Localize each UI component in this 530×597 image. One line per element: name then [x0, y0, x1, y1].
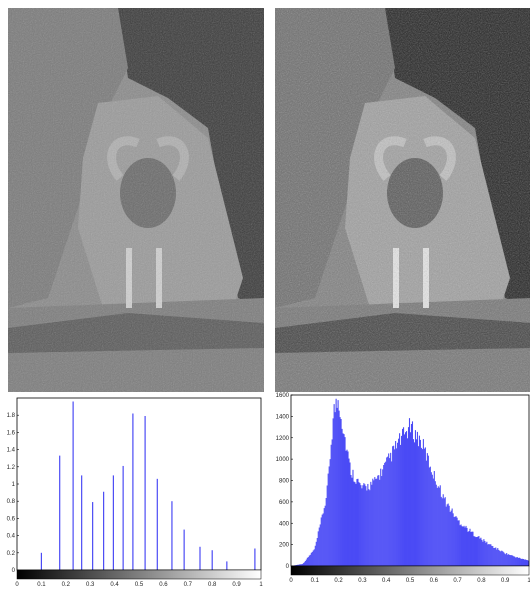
equalized-ytick-label: 400 [279, 521, 290, 527]
original-ytick-label: 1.8 [7, 413, 16, 419]
equalized-histogram: 0 200 400 600 800 1000 1200 1400 1600 0 0.1 0.2 0.3… [270, 390, 530, 592]
original-histogram: 0 0.2 0.4 0.6 0.8 1 1.2 1.4 1.6 1.8 0 0.1 0.2 0.3 0.4… [0, 390, 270, 592]
equalized-xtick-label: 0.8 [477, 578, 486, 584]
equalized-ytick-label: 1200 [276, 436, 290, 442]
equalized-xtick-label: 0.5 [406, 578, 415, 584]
original-xtick-label: 0.4 [110, 582, 119, 588]
equalized-histogram-svg: 0 200 400 600 800 1000 1200 1400 1600 0 0.1 0.2 0.3… [276, 393, 530, 584]
original-ytick-label: 0.2 [7, 551, 16, 557]
original-xtick-label: 0.3 [86, 582, 95, 588]
original-plot-frame [16, 397, 262, 571]
equalized-xtick-label: 0.1 [311, 578, 320, 584]
equalized-xtick-label: 0.6 [430, 578, 439, 584]
original-ytick-label: 0 [12, 568, 16, 574]
original-ytick-label: 0.6 [7, 516, 16, 522]
original-ytick-label: 0.4 [7, 534, 16, 540]
original-photo [8, 8, 264, 392]
equalized-xtick-label: 0 [289, 578, 293, 584]
original-xtick-label: 0.1 [37, 582, 46, 588]
equalized-grayscale-colorbar [290, 565, 530, 576]
equalized-ytick-label: 0 [286, 564, 290, 570]
equalized-xtick-label: 0.7 [453, 578, 462, 584]
equalized-ytick-label: 1400 [276, 414, 290, 420]
equalized-ytick-label: 800 [279, 479, 290, 485]
equalized-ytick-label: 1600 [276, 393, 290, 399]
original-xtick-label: 0.9 [232, 582, 241, 588]
equalized-xtick-label: 0.2 [334, 578, 343, 584]
equalized-photo [275, 8, 530, 392]
original-ytick-label: 1 [12, 482, 16, 488]
original-xtick-label: 0 [15, 582, 19, 588]
equalized-xtick-label: 0.3 [358, 578, 367, 584]
original-grayscale-colorbar [16, 569, 262, 580]
original-histogram-svg: 0 0.2 0.4 0.6 0.8 1 1.2 1.4 1.6 1.8 0 0.1 0.2 0.3 0.4… [7, 397, 263, 588]
equalized-xtick-label: 0.9 [501, 578, 510, 584]
equalized-ytick-label: 200 [279, 543, 290, 549]
original-xtick-label: 0.6 [159, 582, 168, 588]
original-ytick-label: 0.8 [7, 499, 16, 505]
original-xtick-label: 0.7 [184, 582, 193, 588]
original-ytick-label: 1.6 [7, 430, 16, 436]
original-ytick-label: 1.4 [7, 448, 16, 454]
original-xtick-label: 0.2 [62, 582, 71, 588]
equalized-ytick-label: 1000 [276, 457, 290, 463]
original-xtick-label: 0.8 [208, 582, 217, 588]
original-xtick-label: 1 [259, 582, 263, 588]
original-xtick-label: 0.5 [135, 582, 144, 588]
original-ytick-label: 1.2 [7, 465, 16, 471]
equalized-xtick-label: 1 [527, 578, 530, 584]
equalized-ytick-label: 600 [279, 500, 290, 506]
equalized-xtick-label: 0.4 [382, 578, 391, 584]
